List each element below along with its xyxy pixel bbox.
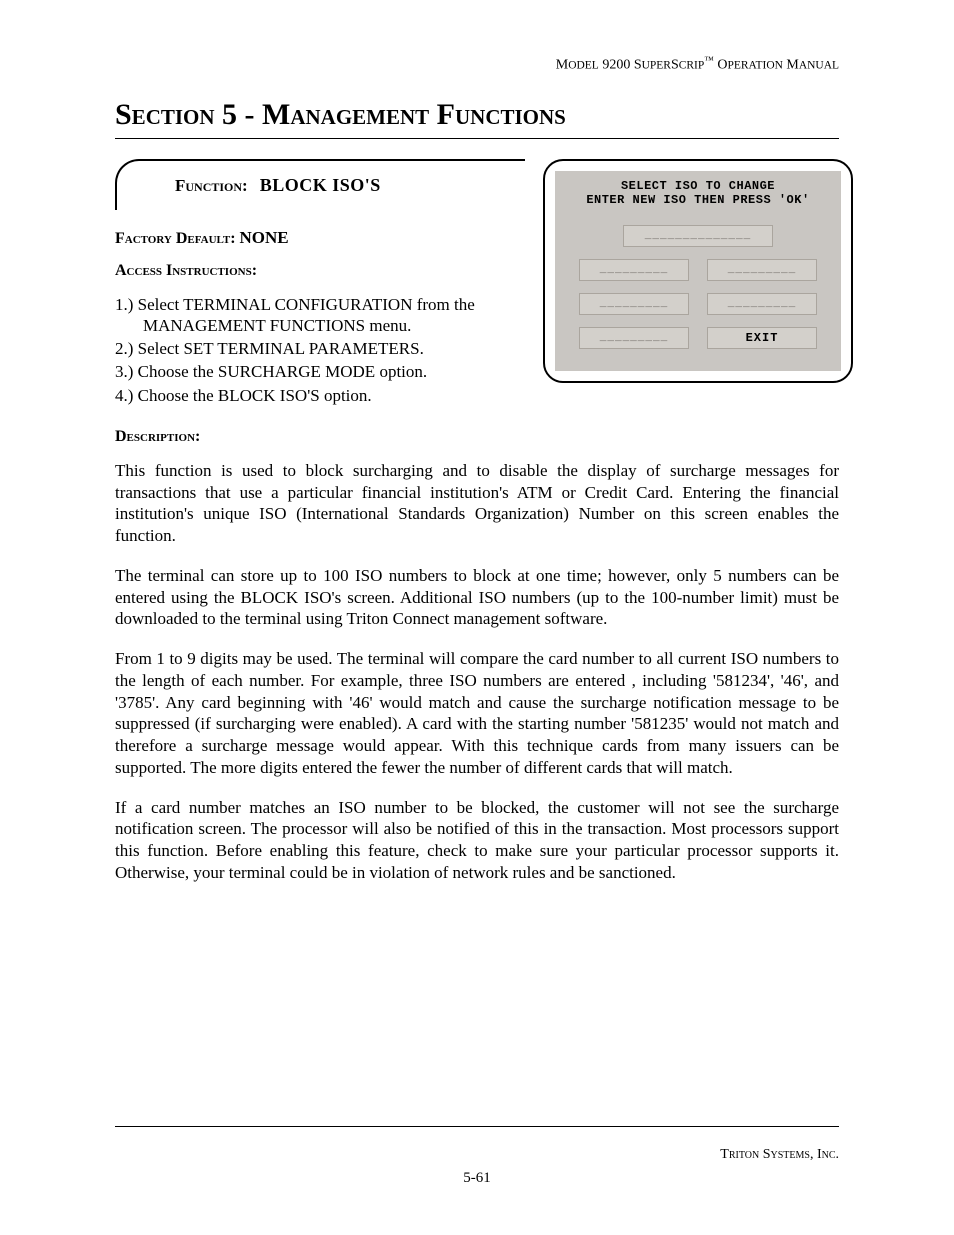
iso-field[interactable]: _________ <box>579 259 689 281</box>
screen-line-2: ENTER NEW ISO THEN PRESS 'OK' <box>565 193 831 207</box>
step: 1.) Select TERMINAL CONFIGURATION from t… <box>115 294 525 337</box>
factory-default: Factory Default: NONE <box>115 228 525 248</box>
title-rule <box>115 138 839 139</box>
description-heading: Description: <box>115 428 839 446</box>
description-p3: From 1 to 9 digits may be used. The term… <box>115 648 839 779</box>
factory-default-value: NONE <box>240 228 289 247</box>
function-box: Function: BLOCK ISO'S <box>115 159 525 210</box>
page-number: 5-61 <box>0 1170 954 1187</box>
iso-field-top[interactable]: ______________ <box>623 225 773 247</box>
function-name: BLOCK ISO'S <box>260 175 381 195</box>
iso-field[interactable]: _________ <box>579 293 689 315</box>
iso-field[interactable]: _________ <box>579 327 689 349</box>
left-column: Function: BLOCK ISO'S Factory Default: N… <box>115 159 525 414</box>
iso-row-2: _________ _________ <box>565 293 831 315</box>
exit-button[interactable]: EXIT <box>707 327 817 349</box>
step: 4.) Choose the BLOCK ISO'S option. <box>115 385 525 406</box>
access-steps: 1.) Select TERMINAL CONFIGURATION from t… <box>115 294 525 406</box>
screen-line-1: SELECT ISO TO CHANGE <box>565 179 831 193</box>
description-p4: If a card number matches an ISO number t… <box>115 797 839 884</box>
iso-row-1: _________ _________ <box>565 259 831 281</box>
iso-field[interactable]: _________ <box>707 259 817 281</box>
iso-field[interactable]: _________ <box>707 293 817 315</box>
function-label: Function: <box>175 176 248 195</box>
running-header: MODEL 9200 SUPERSCRIP™ OPERATION MANUAL <box>115 55 839 74</box>
footer-company: Triton Systems, Inc. <box>720 1147 839 1163</box>
footer-rule <box>115 1126 839 1127</box>
atm-screen-mock: SELECT ISO TO CHANGE ENTER NEW ISO THEN … <box>543 159 853 383</box>
atm-screen-inner: SELECT ISO TO CHANGE ENTER NEW ISO THEN … <box>555 171 841 371</box>
section-title: Section 5 - Management Functions <box>115 98 839 132</box>
step: 2.) Select SET TERMINAL PARAMETERS. <box>115 338 525 359</box>
description-p2: The terminal can store up to 100 ISO num… <box>115 565 839 630</box>
description-p1: This function is used to block surchargi… <box>115 460 839 547</box>
upper-columns: Function: BLOCK ISO'S Factory Default: N… <box>115 159 839 414</box>
page: MODEL 9200 SUPERSCRIP™ OPERATION MANUAL … <box>0 0 954 1235</box>
iso-row-3: _________ EXIT <box>565 327 831 349</box>
access-heading: Access Instructions: <box>115 262 525 280</box>
factory-default-label: Factory Default: <box>115 230 236 247</box>
step: 3.) Choose the SURCHARGE MODE option. <box>115 361 525 382</box>
